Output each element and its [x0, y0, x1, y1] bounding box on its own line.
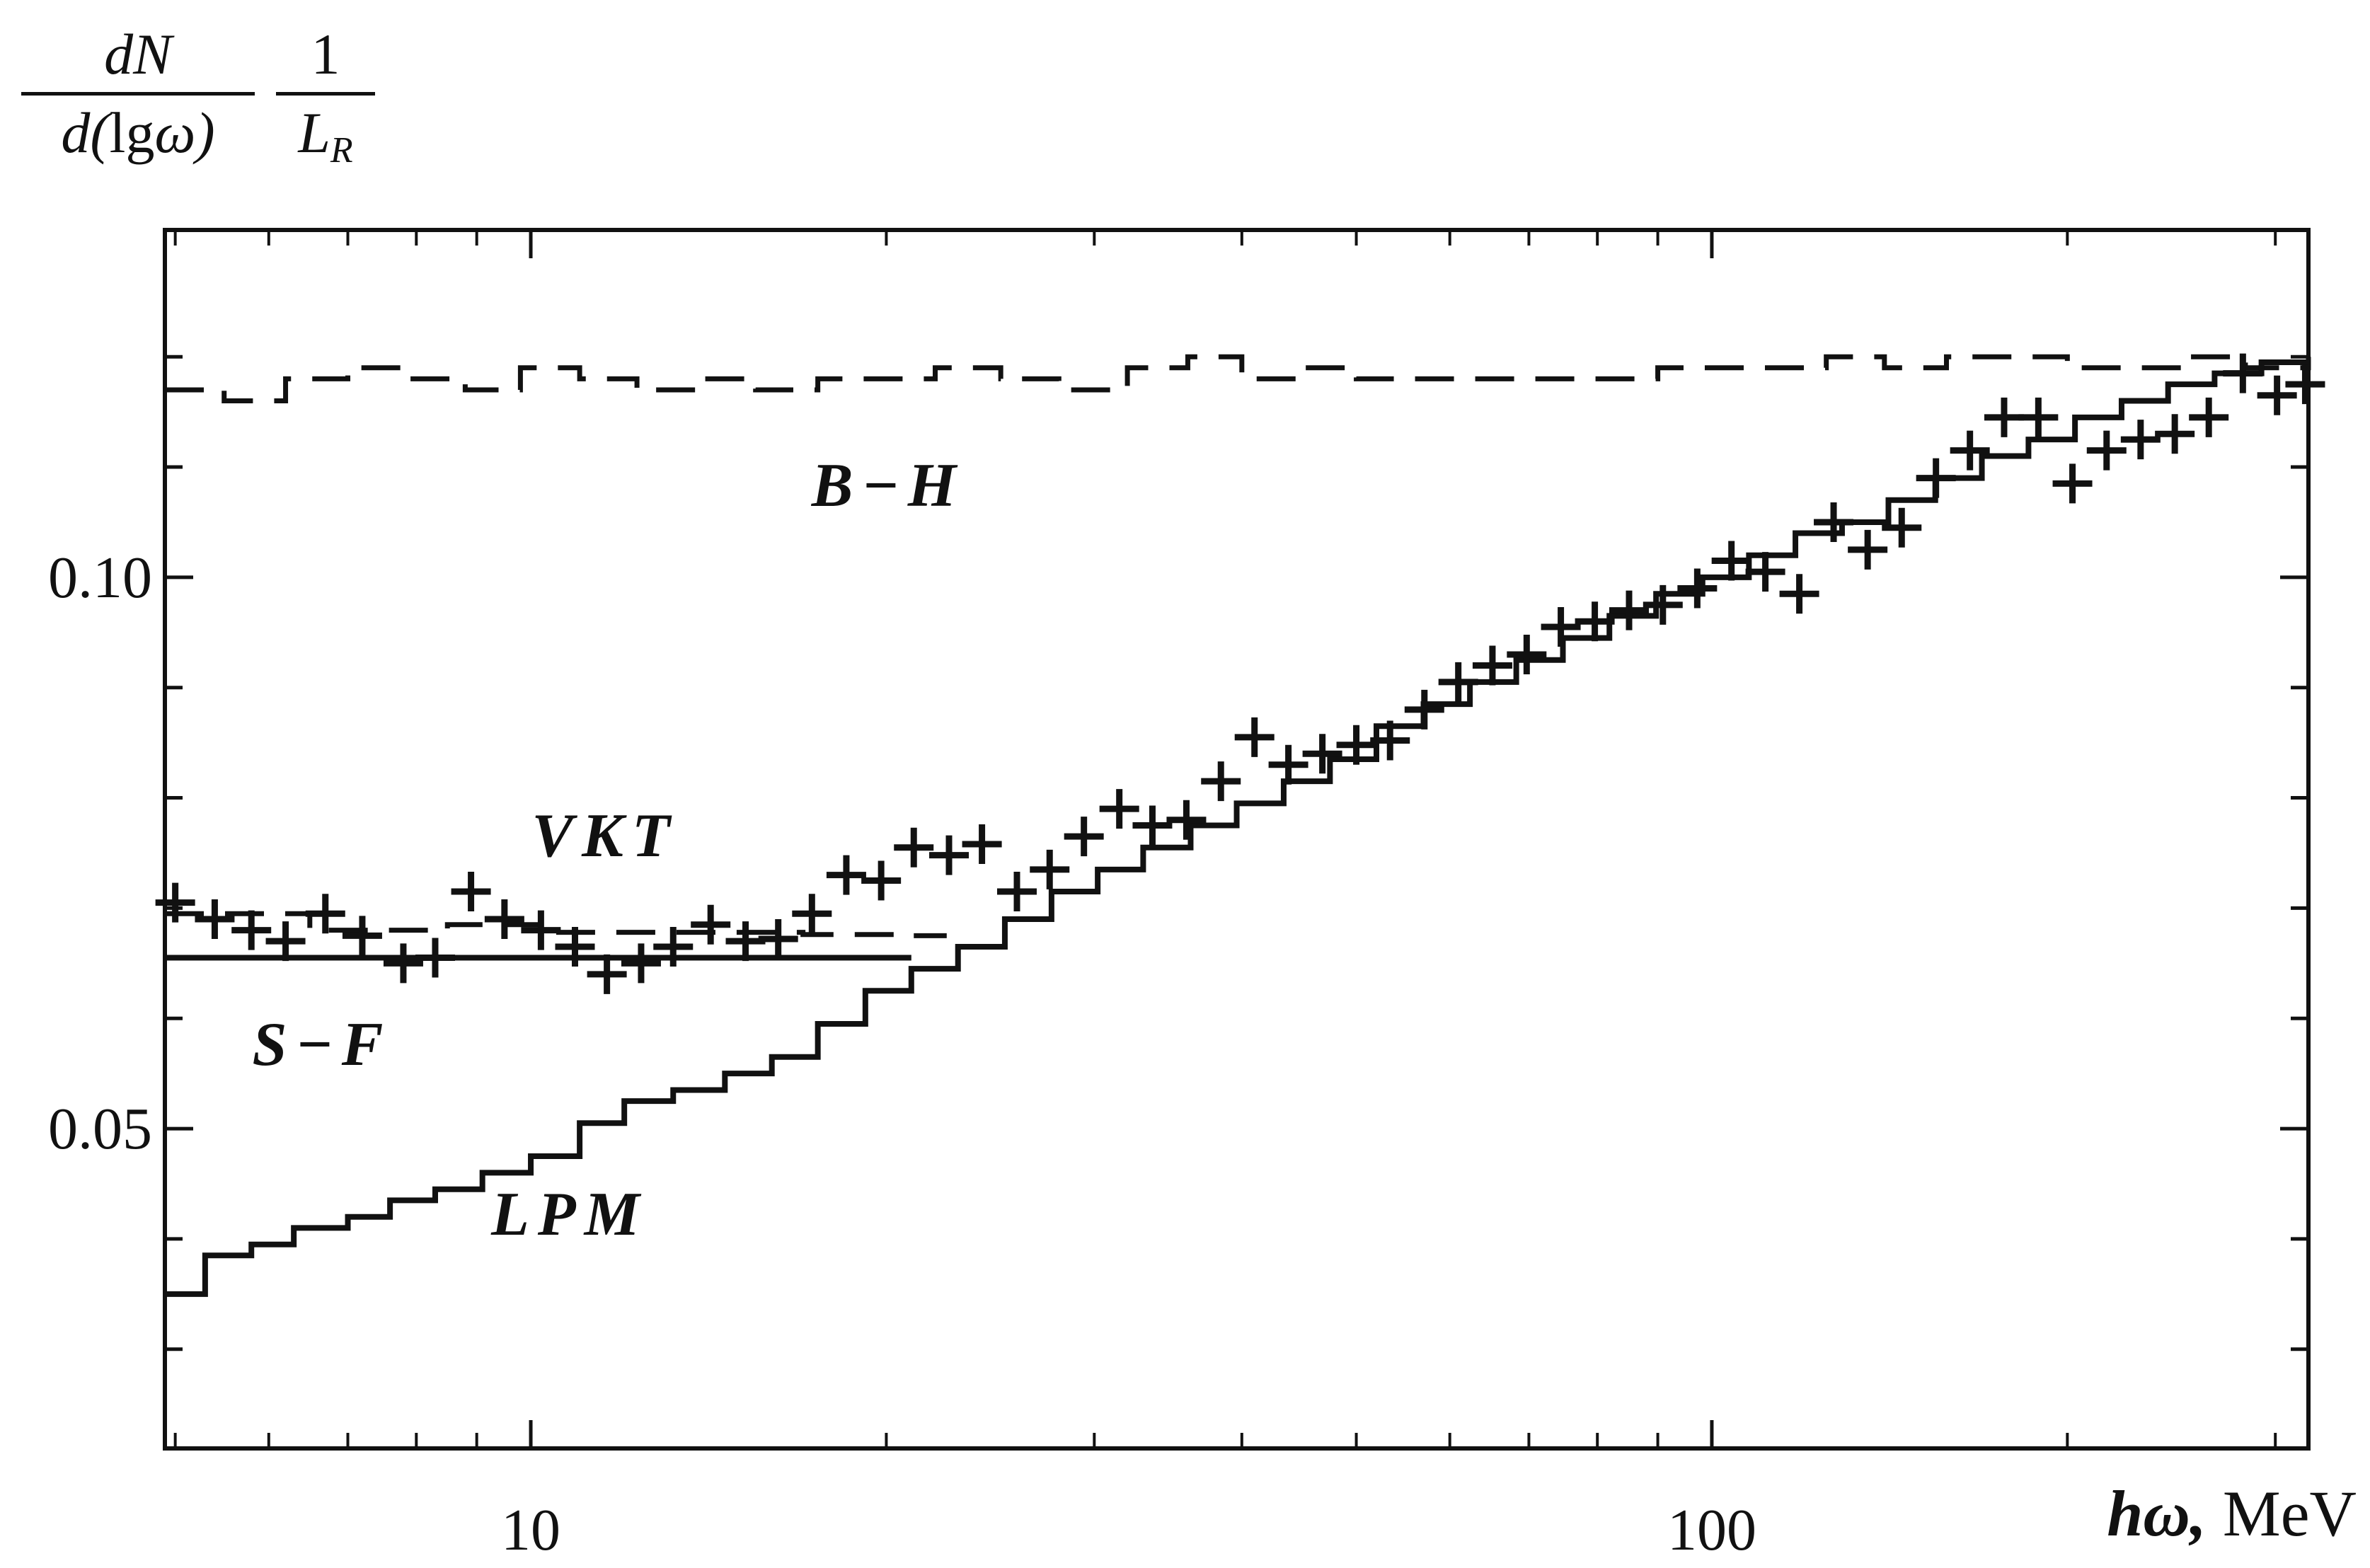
data-cross [792, 894, 832, 933]
data-cross [1303, 734, 1342, 773]
curve-label: B−H [811, 451, 965, 520]
data-cross [1030, 850, 1069, 889]
data-cross [1609, 591, 1649, 630]
data-cross [894, 828, 933, 867]
data-cross [861, 860, 901, 900]
data-cross [1848, 530, 1887, 570]
data-cross [231, 911, 271, 950]
y-tick-label: 0.10 [48, 545, 152, 611]
data-cross [2121, 420, 2161, 459]
data-cross [2018, 398, 2058, 437]
data-cross [759, 919, 798, 959]
data-cross [1541, 607, 1581, 647]
data-cross [2087, 431, 2127, 471]
data-cross [1201, 761, 1241, 801]
x-tick-label: 10 [501, 1497, 560, 1563]
curve-label: S−F [253, 1010, 392, 1079]
data-cross [2155, 414, 2194, 454]
data-cross [1643, 585, 1683, 625]
data-cross [1780, 574, 1819, 613]
data-cross [1235, 717, 1275, 757]
series-lpm-line [165, 362, 2308, 1294]
data-cross [1677, 568, 1717, 608]
data-cross [2189, 398, 2228, 437]
series-bh-line [165, 357, 2308, 400]
data-cross [156, 883, 195, 923]
data-cross [343, 916, 382, 955]
x-tick-label: 100 [1667, 1497, 1756, 1563]
plot-frame [165, 230, 2308, 1448]
curve-label: LPM [490, 1180, 648, 1249]
y-tick-label: 0.05 [48, 1096, 152, 1162]
data-cross [485, 899, 524, 939]
x-axis-label: hω, MeV [2107, 1477, 2357, 1550]
data-cross [827, 855, 866, 895]
data-cross [997, 872, 1037, 911]
data-cross [1064, 817, 1104, 856]
data-cross [195, 899, 234, 939]
data-cross [384, 943, 423, 983]
curve-label: VKT [531, 802, 678, 870]
data-cross [1507, 635, 1546, 674]
data-cross [2223, 354, 2262, 393]
data-cross [1814, 502, 1853, 542]
data-cross [415, 938, 455, 978]
data-cross [691, 905, 730, 945]
data-cross [1984, 398, 2024, 437]
data-cross [2053, 463, 2093, 503]
data-cross [1916, 459, 1956, 498]
data-cross [1166, 800, 1206, 840]
data-cross [451, 872, 491, 911]
data-cross [521, 911, 560, 950]
